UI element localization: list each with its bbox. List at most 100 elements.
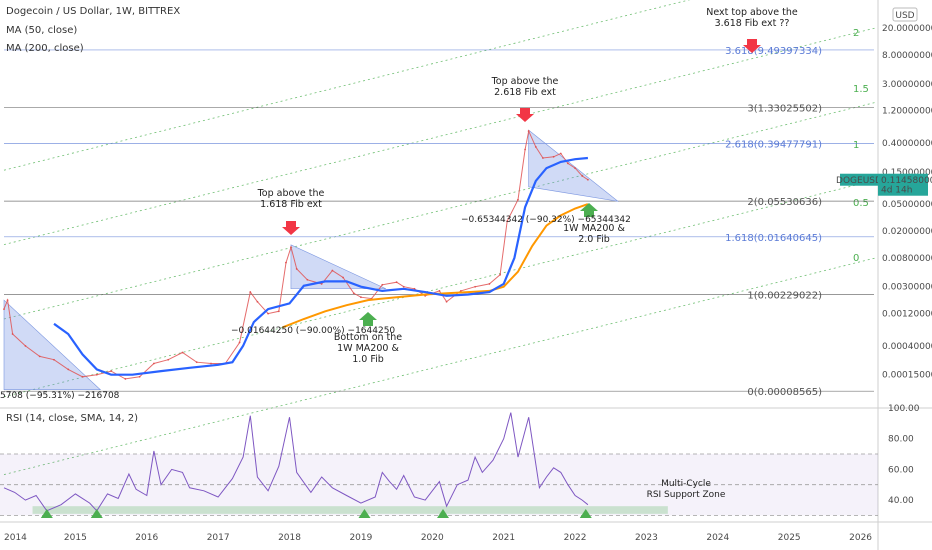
year-tick-label: 2021 (492, 533, 515, 543)
last-price-value: 0.11458000 (881, 176, 932, 186)
price-tick-label: 1.20000000 (882, 107, 932, 117)
price-point (413, 287, 416, 290)
arrow-up (580, 203, 598, 217)
price-point (153, 362, 155, 365)
price-tick-label: 0.00300000 (882, 283, 932, 293)
price-point (124, 378, 127, 380)
price-point (360, 296, 362, 299)
rsi-tick-label: 40.00 (888, 496, 914, 506)
price-point (256, 300, 259, 303)
ma50-line (53, 156, 589, 376)
rsi-arrow-up (40, 509, 53, 518)
price-point (277, 310, 280, 313)
fib-label: 1.618(0.01640645) (725, 233, 822, 244)
price-point (306, 278, 309, 281)
price-point (238, 341, 241, 344)
price-point (67, 368, 70, 371)
annotation-top-2618: Top above the 2.618 Fib ext (491, 76, 559, 98)
price-point (53, 358, 55, 361)
price-point (574, 167, 576, 170)
year-tick-label: 2025 (778, 533, 801, 543)
last-price-countdown: 4d 14h (881, 186, 912, 196)
cycle-triangle (3, 299, 102, 391)
price-point (331, 269, 334, 272)
arrow-down (743, 39, 761, 53)
price-point (534, 146, 537, 148)
channel-label: 1 (853, 140, 859, 151)
price-tick-label: 0.05000000 (882, 200, 932, 210)
cycle-triangle (290, 244, 387, 290)
price-point (474, 285, 477, 288)
price-point (459, 290, 462, 292)
year-tick-label: 2022 (564, 533, 587, 543)
rsi-tick-label: 100.00 (888, 404, 920, 414)
rsi-arrow-up (437, 509, 449, 518)
price-tick-label: 0.00800000 (882, 254, 932, 264)
price-line (3, 129, 589, 380)
year-tick-label: 2019 (349, 533, 372, 543)
channel-line (3, 27, 875, 245)
price-point (95, 373, 98, 376)
rsi-support-zone (32, 506, 668, 514)
fib-label: 3(1.33025502) (747, 104, 822, 115)
rsi-tick-label: 80.00 (888, 435, 914, 445)
last-price-box (878, 173, 928, 196)
year-tick-label: 2015 (64, 533, 87, 543)
price-point (342, 276, 344, 279)
price-point (167, 358, 170, 361)
price-point (552, 155, 555, 158)
annotation-next-top: Next top above the 3.618 Fib ext ?? (706, 7, 798, 29)
annotation-bottom: Bottom on the 1W MA200 & 1.0 Fib (334, 332, 402, 365)
price-tick-label: 0.00040000 (882, 342, 932, 352)
price-point (567, 162, 569, 165)
price-tick-label: 3.00000000 (882, 80, 932, 90)
cycle-triangle (528, 129, 619, 202)
drawdown-label: −0.01644250 (−90.00%) −1644250 (231, 326, 395, 336)
price-point (395, 281, 398, 284)
price-tick-label: 0.00015000 (882, 371, 932, 381)
fib-label: 1(0.00229022) (747, 291, 822, 302)
price-point (542, 157, 544, 159)
price-point (488, 283, 491, 285)
year-tick-label: 2020 (421, 533, 444, 543)
price-point (320, 283, 323, 285)
price-tick-label: 20.00000000 (882, 24, 932, 34)
last-price-symbol: DOGEUSD (836, 176, 882, 186)
price-tick-label: 0.40000000 (882, 139, 932, 149)
price-point (402, 285, 405, 288)
price-point (24, 345, 27, 347)
price-point (352, 292, 355, 295)
legend-title: Dogecoin / US Dollar, 1W, BITTREX (6, 6, 181, 17)
price-point (285, 261, 287, 264)
year-tick-label: 2017 (207, 533, 230, 543)
drawdown-label: 5708 (−95.31%) −216708 (0, 391, 120, 401)
channel-line (3, 102, 875, 320)
price-point (210, 362, 212, 365)
annotation-top-1618: Top above the 1.618 Fib ext (257, 188, 325, 210)
price-point (587, 178, 589, 181)
annotation-rsi-zone: Multi-Cycle RSI Support Zone (647, 479, 726, 500)
year-tick-label: 2018 (278, 533, 301, 543)
fib-label: 2(0.05530636) (747, 197, 822, 208)
fib-label: 3.618(9.49397334) (725, 46, 822, 57)
drawdown-label: −0.65344342 (−90.32%) −65344342 (461, 215, 631, 225)
price-point (445, 300, 448, 303)
annotation-ma200-fib: 1W MA200 & 2.0 Fib (563, 223, 625, 245)
arrow-up (359, 312, 377, 326)
price-point (11, 333, 14, 335)
rsi-arrow-up (358, 509, 371, 518)
price-point (524, 148, 526, 151)
fib-label: 2.618(0.39477791) (725, 139, 822, 150)
price-tick-label: 0.15000000 (882, 168, 932, 178)
price-point (527, 130, 530, 132)
rsi-tick-label: 60.00 (888, 465, 914, 475)
year-tick-label: 2024 (706, 533, 729, 543)
price-point (517, 198, 519, 201)
last-price-symbol-box (840, 173, 878, 186)
price-point (138, 375, 141, 378)
rsi-arrow-up (579, 509, 592, 518)
channel-label: 1.5 (853, 84, 869, 95)
price-point (38, 355, 41, 358)
